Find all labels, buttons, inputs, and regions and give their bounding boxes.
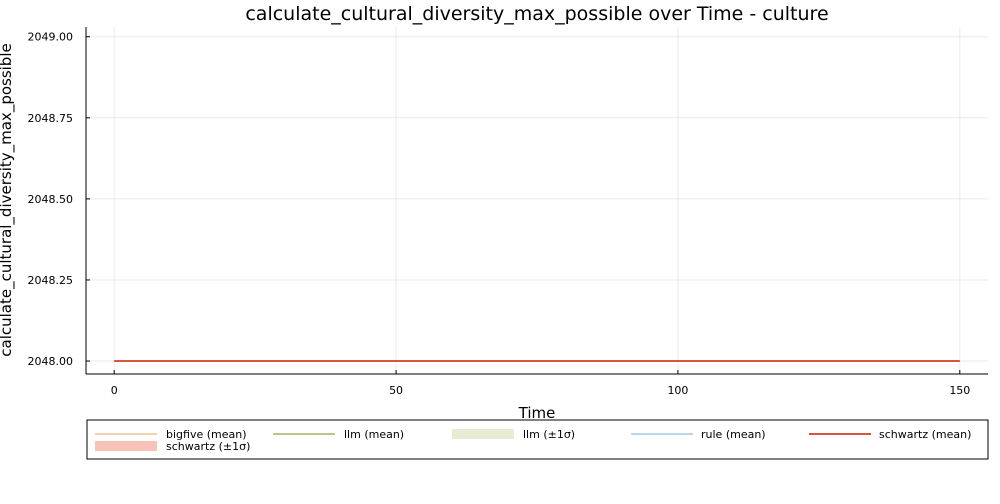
legend-item: llm (mean) (273, 428, 404, 441)
y-ticks: 2048.00 2048.25 2048.50 2048.75 2049.00 (28, 31, 90, 368)
legend-swatch-band (95, 441, 157, 451)
legend-box (86, 419, 989, 460)
x-axis-label: Time (518, 404, 556, 422)
x-tick-label: 150 (949, 384, 970, 397)
x-ticks: 0 50 100 150 (111, 370, 970, 397)
legend-label: rule (mean) (701, 428, 766, 441)
legend-label: schwartz (±1σ) (166, 440, 250, 453)
legend-item: llm (±1σ) (452, 428, 575, 441)
chart-title: calculate_cultural_diversity_max_possibl… (245, 3, 828, 25)
legend-label: llm (mean) (344, 428, 404, 441)
legend: bigfive (mean) llm (mean) llm (±1σ) rule (m… (86, 419, 989, 460)
legend-label: schwartz (mean) (879, 428, 971, 441)
legend-item: bigfive (mean) (95, 428, 247, 441)
legend-item: rule (mean) (631, 428, 766, 441)
legend-label: bigfive (mean) (166, 428, 247, 441)
y-tick-label: 2048.75 (28, 112, 74, 125)
x-tick-label: 100 (667, 384, 688, 397)
legend-swatch-band (452, 429, 514, 439)
grid (86, 27, 988, 374)
legend-item: schwartz (±1σ) (95, 440, 250, 453)
y-axis-label: calculate_cultural_diversity_max_possibl… (0, 43, 16, 356)
y-tick-label: 2048.00 (28, 355, 74, 368)
x-tick-label: 0 (111, 384, 118, 397)
y-tick-label: 2048.25 (28, 274, 74, 287)
legend-label: llm (±1σ) (523, 428, 575, 441)
axes (85, 27, 988, 375)
x-tick-label: 50 (389, 384, 403, 397)
y-tick-label: 2049.00 (28, 31, 74, 44)
y-tick-label: 2048.50 (28, 193, 74, 206)
legend-item: schwartz (mean) (809, 428, 971, 441)
